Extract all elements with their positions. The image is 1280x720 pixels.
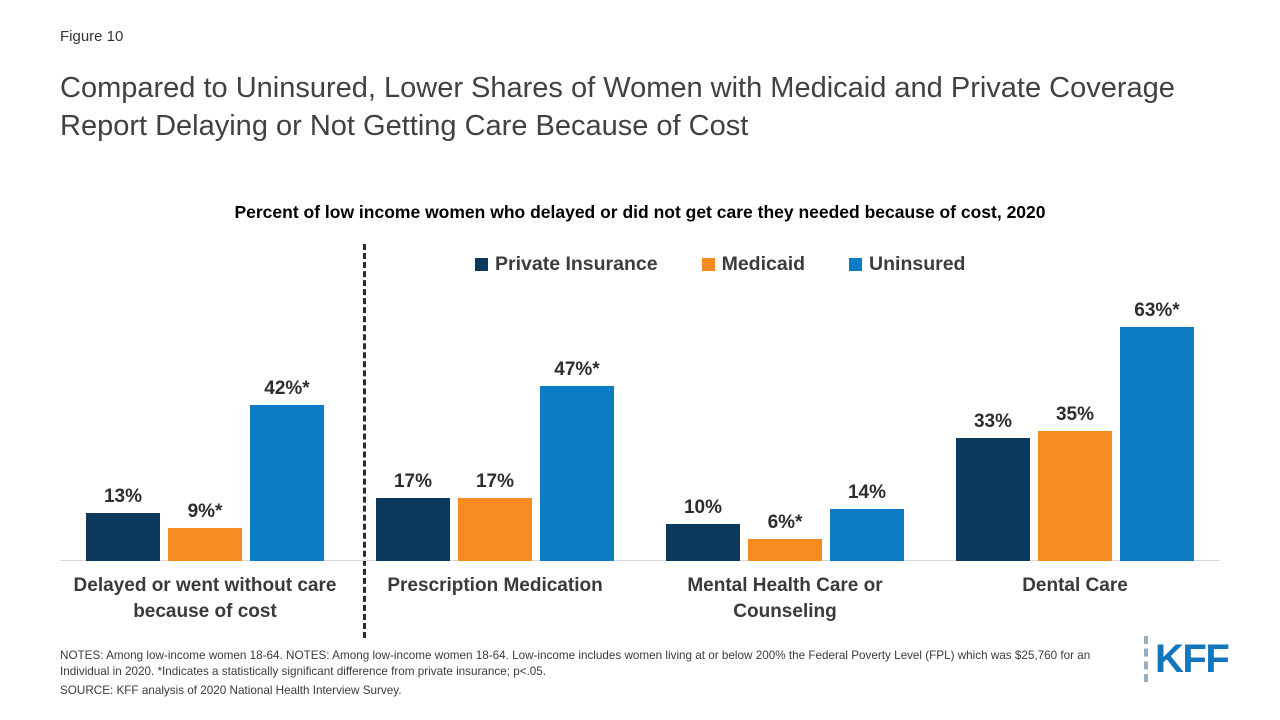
bar-private-insurance <box>86 513 160 561</box>
bar-private-insurance <box>956 438 1030 561</box>
bar-uninsured <box>540 386 614 561</box>
legend-label: Uninsured <box>869 253 966 275</box>
bar-medicaid <box>748 539 822 561</box>
bar-private-insurance <box>376 498 450 561</box>
bar-column: 47%* <box>540 359 614 561</box>
legend-item-private-insurance: Private Insurance <box>475 253 658 276</box>
legend-swatch <box>475 258 488 271</box>
category-label: Dental Care <box>1022 575 1128 596</box>
dashed-divider <box>363 244 366 638</box>
bar-value-label: 14% <box>847 482 887 503</box>
bar-value-label: 9%* <box>187 501 223 522</box>
source-text: SOURCE: KFF analysis of 2020 National He… <box>60 684 402 697</box>
legend-label: Medicaid <box>721 253 806 275</box>
category-label: Delayed or went without care because of … <box>73 575 337 622</box>
x-axis-line <box>60 560 1220 561</box>
bar-column: 14% <box>830 482 904 561</box>
bar-value-label: 47%* <box>554 359 600 380</box>
bar-uninsured <box>250 405 324 561</box>
bar-column: 13% <box>86 486 160 561</box>
bar-column: 17% <box>376 471 450 561</box>
bar-value-label: 10% <box>683 497 723 518</box>
bar-column: 17% <box>458 471 532 561</box>
bar-value-label: 6%* <box>767 512 803 533</box>
bar-medicaid <box>168 528 242 561</box>
bar-group: 10% 6%* 14% <box>666 482 904 561</box>
bar-value-label: 17% <box>393 471 433 492</box>
legend-item-uninsured: Uninsured <box>849 253 965 276</box>
kff-logo: KFF <box>1144 636 1230 682</box>
bar-uninsured <box>1120 327 1194 561</box>
legend-item-medicaid: Medicaid <box>701 253 806 276</box>
chart-legend: Private Insurance Medicaid Uninsured <box>475 253 965 276</box>
bar-value-label: 17% <box>475 471 515 492</box>
chart-subtitle: Percent of low income women who delayed … <box>234 202 1046 222</box>
bar-value-label: 42%* <box>264 378 310 399</box>
bar-column: 10% <box>666 497 740 561</box>
bar-uninsured <box>830 509 904 561</box>
bar-column: 6%* <box>748 512 822 561</box>
bar-group: 13% 9%* 42%* <box>86 378 324 561</box>
bar-column: 9%* <box>168 501 242 561</box>
bar-column: 63%* <box>1120 300 1194 561</box>
bar-group: 33% 35% 63%* <box>956 300 1194 561</box>
bar-value-label: 13% <box>103 486 143 507</box>
kff-logo-text: KFF <box>1155 637 1230 681</box>
bar-value-label: 35% <box>1055 404 1095 425</box>
bar-column: 42%* <box>250 378 324 561</box>
bar-private-insurance <box>666 524 740 561</box>
bar-value-label: 33% <box>973 411 1013 432</box>
bar-group: 17% 17% 47%* <box>376 359 614 561</box>
bar-column: 35% <box>1038 404 1112 561</box>
page-title: Compared to Uninsured, Lower Shares of W… <box>60 72 1175 142</box>
legend-label: Private Insurance <box>495 253 658 275</box>
category-label: Prescription Medication <box>387 575 603 596</box>
bar-medicaid <box>1038 431 1112 561</box>
bar-medicaid <box>458 498 532 561</box>
legend-swatch <box>849 258 863 271</box>
legend-swatch <box>701 258 715 271</box>
bar-value-label: 63%* <box>1134 300 1180 321</box>
bar-column: 33% <box>956 411 1030 561</box>
notes-text: NOTES: Among low-income women 18-64. NOT… <box>60 649 1091 678</box>
category-label: Mental Health Care or Counseling <box>687 575 883 622</box>
figure-label: Figure 10 <box>60 28 124 45</box>
